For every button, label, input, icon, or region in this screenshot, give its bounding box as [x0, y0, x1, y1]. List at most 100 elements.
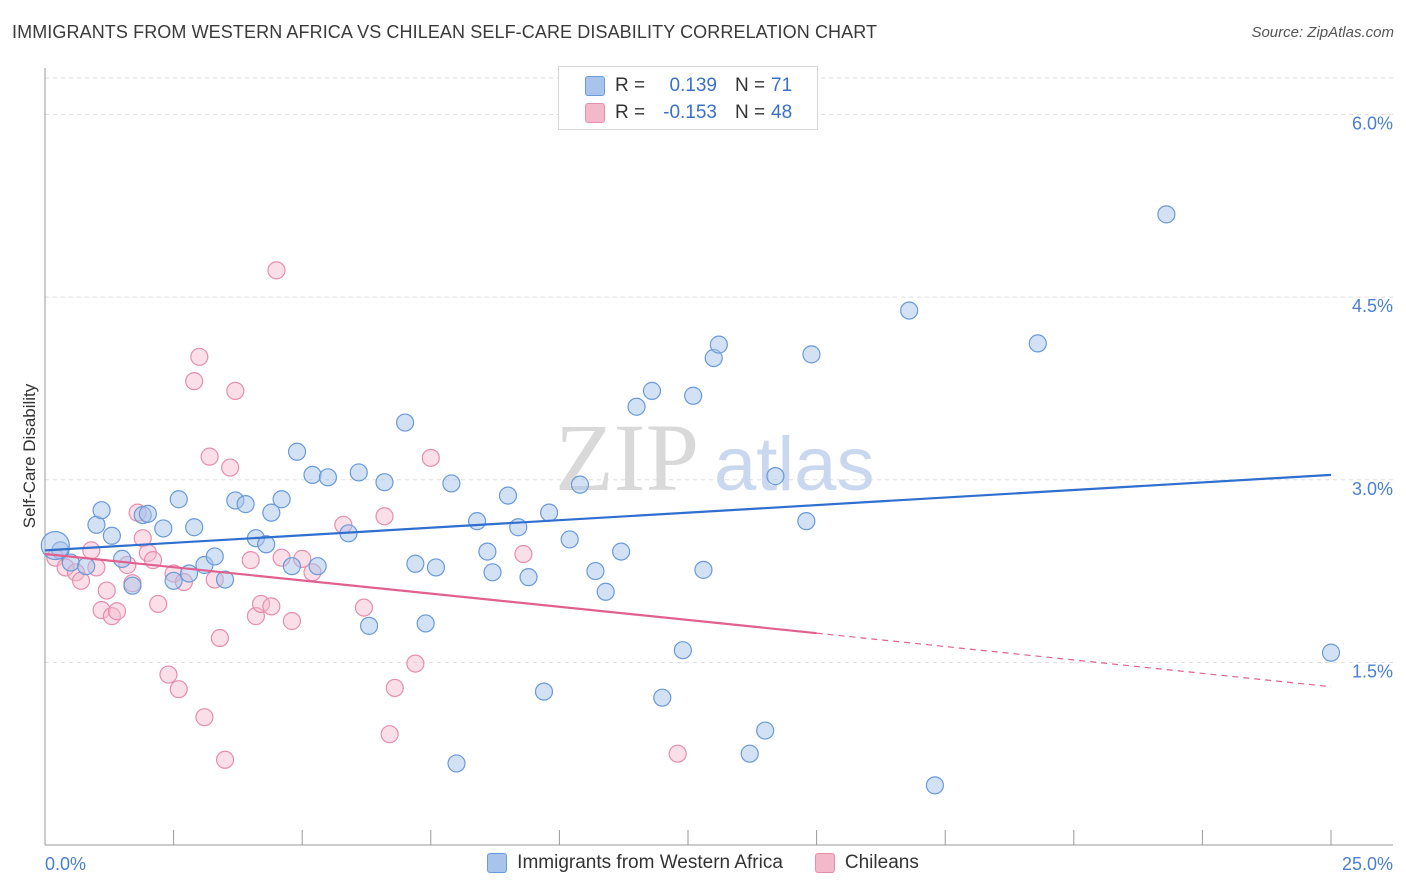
- data-point-western-africa: [169, 490, 188, 509]
- data-point-western-africa: [740, 744, 759, 763]
- data-point-chileans: [406, 654, 425, 673]
- y-tick-label: 1.5%: [1352, 661, 1393, 681]
- data-point-western-africa: [205, 547, 224, 566]
- data-point-chileans: [82, 541, 101, 560]
- stats-legend: R = 0.139 N = 71 R = -0.153 N = 48: [558, 66, 818, 130]
- legend-swatch-blue: [487, 853, 508, 873]
- data-point-chileans: [241, 551, 260, 570]
- data-point-western-africa: [1028, 334, 1047, 353]
- data-point-western-africa: [642, 381, 662, 400]
- data-point-western-africa: [406, 554, 425, 573]
- data-point-chileans: [221, 458, 240, 477]
- data-point-western-africa: [395, 413, 415, 432]
- data-point-western-africa: [185, 518, 204, 537]
- data-point-western-africa: [900, 301, 919, 320]
- data-point-western-africa: [467, 512, 487, 531]
- data-point-western-africa: [925, 776, 945, 795]
- data-point-chileans: [97, 581, 116, 600]
- legend-n-label: N =: [735, 75, 766, 96]
- legend-r-label: R =: [615, 75, 646, 96]
- legend-n-value: 48: [771, 102, 793, 123]
- data-point-chileans: [190, 347, 209, 366]
- y-tick-label: 6.0%: [1352, 114, 1393, 134]
- data-point-western-africa: [349, 463, 368, 482]
- data-point-chileans: [421, 448, 440, 467]
- data-point-western-africa: [102, 526, 121, 545]
- data-point-western-africa: [596, 582, 615, 601]
- data-point-western-africa: [653, 688, 672, 707]
- data-point-chileans: [92, 600, 111, 620]
- data-point-western-africa: [113, 549, 132, 568]
- data-point-chileans: [169, 680, 188, 699]
- data-point-western-africa: [272, 490, 291, 509]
- data-point-western-africa: [756, 721, 775, 740]
- legend-row-chileans: R = -0.153 N = 48: [559, 100, 792, 126]
- data-point-chileans: [200, 447, 219, 466]
- data-point-western-africa: [92, 501, 111, 520]
- y-tick-label: 4.5%: [1352, 296, 1393, 316]
- legend-row-western-africa: R = 0.139 N = 71: [559, 73, 792, 99]
- y-tick-label: 3.0%: [1352, 479, 1393, 499]
- legend-n-label: N =: [735, 102, 766, 123]
- data-point-chileans: [149, 594, 168, 614]
- legend-r-value: 0.139: [669, 75, 717, 96]
- data-point-western-africa: [303, 465, 322, 484]
- data-point-western-africa: [694, 560, 713, 579]
- data-point-western-africa: [684, 386, 703, 405]
- axis-labels: 1.5% 3.0% 4.5% 6.0% 0.0% 25.0%: [45, 114, 1393, 874]
- legend-r-value: -0.153: [663, 102, 717, 123]
- data-point-chileans: [385, 678, 404, 698]
- data-point-western-africa: [308, 557, 327, 576]
- axes: [44, 68, 1393, 846]
- data-point-western-africa: [498, 486, 518, 505]
- data-point-western-africa: [426, 558, 446, 577]
- data-point-chileans: [668, 744, 687, 763]
- data-point-western-africa: [586, 561, 605, 581]
- data-point-western-africa: [540, 503, 559, 522]
- data-point-western-africa: [416, 614, 435, 633]
- data-point-chileans: [185, 372, 204, 391]
- data-point-western-africa: [40, 530, 70, 561]
- legend-item-chileans[interactable]: Chileans: [814, 852, 919, 874]
- series-legend: Immigrants from Western Africa Chileans: [0, 852, 1406, 874]
- x-tick-label: 0.0%: [45, 854, 86, 874]
- data-point-western-africa: [442, 474, 461, 493]
- data-point-chileans: [210, 628, 229, 648]
- watermark-atlas: atlas: [714, 422, 875, 507]
- data-point-chileans: [215, 750, 235, 769]
- data-point-western-africa: [709, 335, 728, 354]
- legend-label: Chileans: [844, 852, 919, 873]
- data-point-western-africa: [215, 570, 235, 589]
- data-point-western-africa: [164, 571, 183, 590]
- data-point-western-africa: [478, 542, 497, 561]
- data-point-western-africa: [138, 504, 157, 523]
- data-point-chileans: [282, 611, 302, 631]
- data-point-western-africa: [359, 616, 379, 635]
- trend-line-chileans-extrapolated: [816, 632, 1332, 688]
- data-point-western-africa: [77, 557, 96, 576]
- trend-line-western-africa: [44, 473, 1332, 552]
- data-point-western-africa: [375, 473, 394, 492]
- legend-n-value: 71: [771, 75, 793, 96]
- data-point-western-africa: [123, 576, 142, 595]
- watermark: ZIP atlas: [555, 404, 875, 511]
- data-point-chileans: [354, 598, 374, 617]
- data-point-western-africa: [534, 682, 554, 701]
- data-point-western-africa: [519, 568, 538, 587]
- source-credit: Source: ZipAtlas.com: [1251, 24, 1394, 41]
- legend-r-label: R =: [615, 102, 646, 123]
- data-point-chileans: [107, 602, 127, 621]
- data-point-western-africa: [627, 397, 646, 416]
- legend-label: Immigrants from Western Africa: [517, 852, 783, 873]
- trend-lines: [44, 473, 1332, 688]
- legend-item-western-africa[interactable]: Immigrants from Western Africa: [487, 852, 783, 874]
- data-point-western-africa: [570, 475, 590, 494]
- data-point-western-africa: [318, 468, 338, 487]
- data-point-western-africa: [447, 754, 466, 773]
- data-point-western-africa: [1321, 643, 1341, 662]
- data-point-western-africa: [262, 503, 281, 522]
- data-point-western-africa: [560, 530, 579, 549]
- data-point-western-africa: [282, 557, 302, 576]
- data-point-western-africa: [673, 641, 692, 660]
